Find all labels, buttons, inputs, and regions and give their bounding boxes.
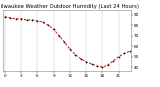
Title: Milwaukee Weather Outdoor Humidity (Last 24 Hours): Milwaukee Weather Outdoor Humidity (Last… bbox=[0, 4, 139, 9]
